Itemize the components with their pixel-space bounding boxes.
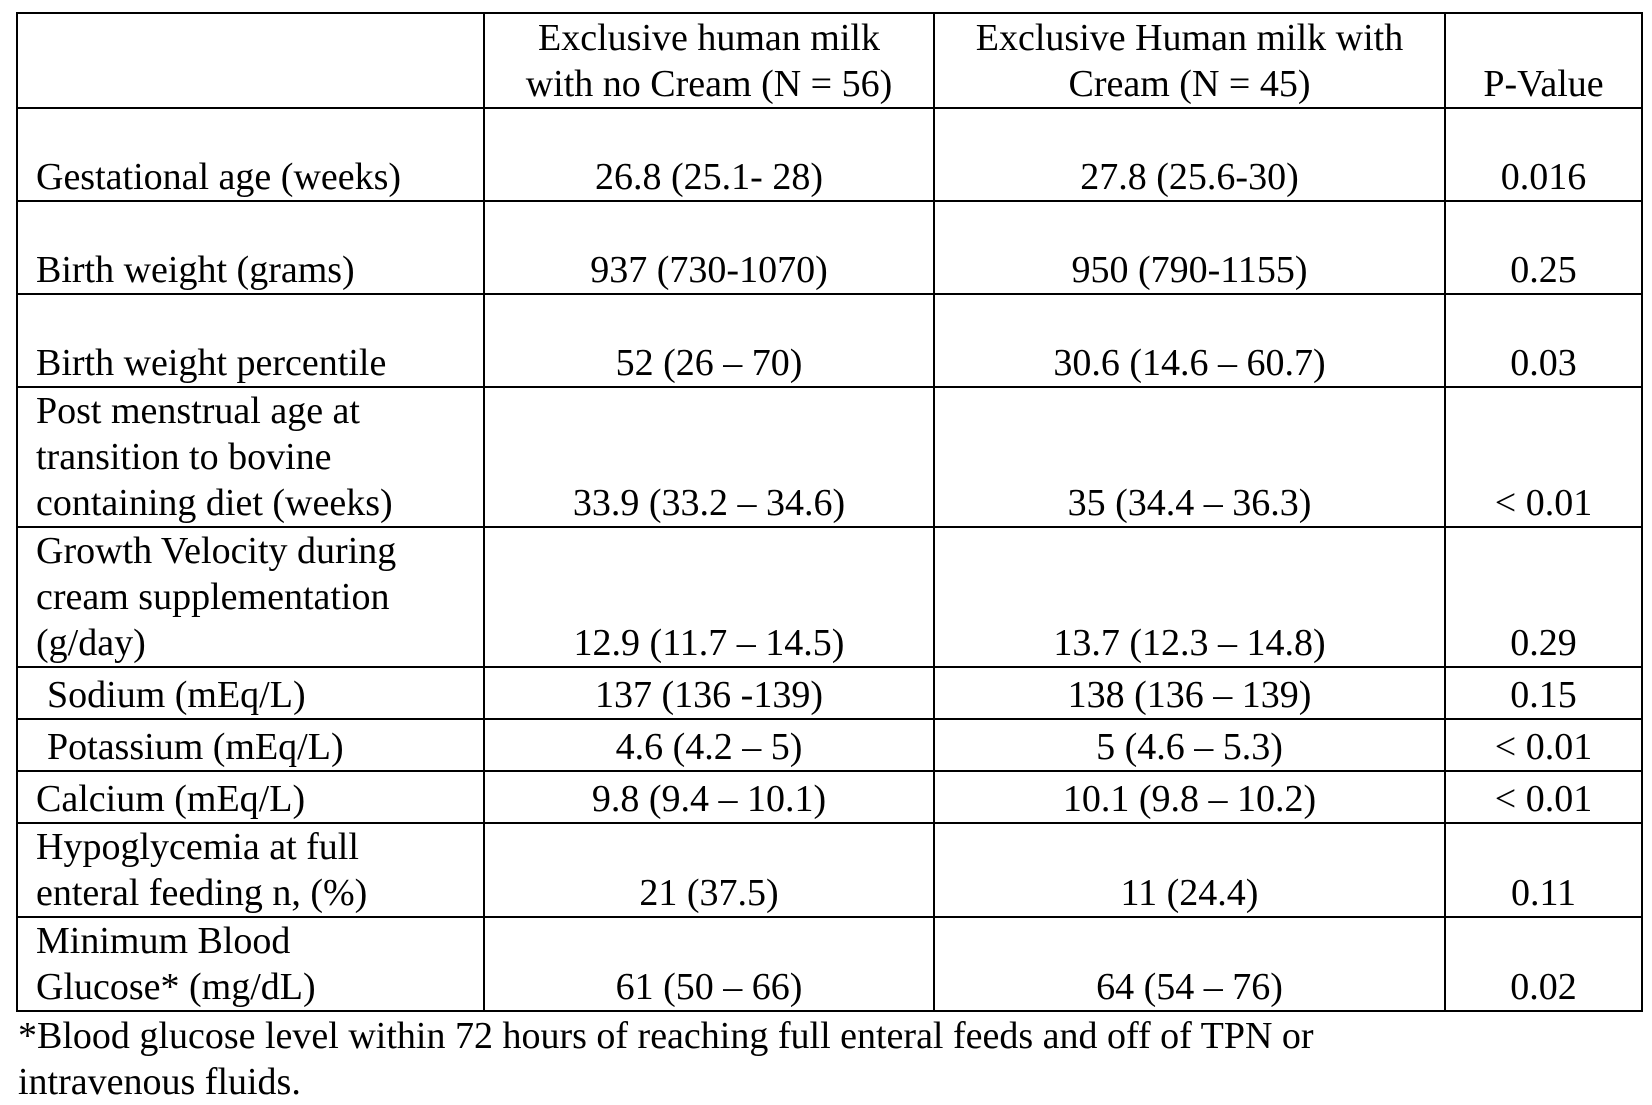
cell-group1: 9.8 (9.4 – 10.1)	[483, 770, 935, 824]
row-label: Potassium (mEq/L)	[16, 718, 485, 772]
header-group2-cell: Exclusive Human milk with Cream (N = 45)	[933, 12, 1446, 109]
cell-group1: 12.9 (11.7 – 14.5)	[483, 526, 935, 668]
header-group1-line: Exclusive human milk	[538, 17, 880, 59]
cell-pvalue: 0.02	[1444, 916, 1643, 1012]
cell-group1: 33.9 (33.2 – 34.6)	[483, 386, 935, 528]
row-label: Birth weight percentile	[16, 293, 485, 388]
row-label-line: containing diet (weeks)	[36, 482, 393, 524]
row-label-line: Minimum Blood	[36, 920, 291, 962]
results-table: Exclusive human milk with no Cream (N = …	[16, 12, 1643, 1012]
cell-group2: 27.8 (25.6-30)	[933, 107, 1446, 202]
cell-pvalue: 0.15	[1444, 666, 1643, 720]
header-label-cell	[16, 12, 485, 109]
row-label-line: Growth Velocity during	[36, 530, 397, 572]
cell-pvalue: 0.11	[1444, 822, 1643, 918]
table-row: Gestational age (weeks) 26.8 (25.1- 28) …	[16, 107, 1643, 202]
header-group1-line: with no Cream (N = 56)	[525, 63, 893, 105]
cell-group1: 52 (26 – 70)	[483, 293, 935, 388]
table-row: Minimum Blood Glucose* (mg/dL) 61 (50 – …	[16, 916, 1643, 1012]
row-label: Calcium (mEq/L)	[16, 770, 485, 824]
table-row: Growth Velocity during cream supplementa…	[16, 526, 1643, 668]
cell-group2: 5 (4.6 – 5.3)	[933, 718, 1446, 772]
cell-pvalue: 0.29	[1444, 526, 1643, 668]
row-label-line: transition to bovine	[36, 436, 332, 478]
cell-group2: 11 (24.4)	[933, 822, 1446, 918]
cell-group1: 937 (730-1070)	[483, 200, 935, 295]
row-label-line: (g/day)	[36, 622, 146, 664]
table-row: Potassium (mEq/L) 4.6 (4.2 – 5) 5 (4.6 –…	[16, 718, 1643, 772]
cell-group1: 137 (136 -139)	[483, 666, 935, 720]
row-label-line: Post menstrual age at	[36, 390, 360, 432]
footnote-line: intravenous fluids.	[18, 1061, 301, 1103]
cell-pvalue: 0.25	[1444, 200, 1643, 295]
row-label-line: enteral feeding n, (%)	[36, 872, 368, 914]
row-label: Growth Velocity during cream supplementa…	[16, 526, 485, 668]
row-label-line: Glucose* (mg/dL)	[36, 966, 316, 1008]
table-row: Post menstrual age at transition to bovi…	[16, 386, 1643, 528]
cell-group1: 4.6 (4.2 – 5)	[483, 718, 935, 772]
cell-group1: 21 (37.5)	[483, 822, 935, 918]
cell-group2: 10.1 (9.8 – 10.2)	[933, 770, 1446, 824]
cell-group2: 30.6 (14.6 – 60.7)	[933, 293, 1446, 388]
row-label: Minimum Blood Glucose* (mg/dL)	[16, 916, 485, 1012]
cell-group1: 26.8 (25.1- 28)	[483, 107, 935, 202]
table-row: Sodium (mEq/L) 137 (136 -139) 138 (136 –…	[16, 666, 1643, 720]
cell-group2: 138 (136 – 139)	[933, 666, 1446, 720]
header-pvalue-cell: P-Value	[1444, 12, 1643, 109]
cell-group2: 13.7 (12.3 – 14.8)	[933, 526, 1446, 668]
table-header-row: Exclusive human milk with no Cream (N = …	[16, 12, 1643, 109]
header-group1-cell: Exclusive human milk with no Cream (N = …	[483, 12, 935, 109]
header-group2-line: Cream (N = 45)	[1068, 63, 1311, 105]
cell-pvalue: < 0.01	[1444, 718, 1643, 772]
cell-group1: 61 (50 – 66)	[483, 916, 935, 1012]
row-label: Birth weight (grams)	[16, 200, 485, 295]
cell-group2: 64 (54 – 76)	[933, 916, 1446, 1012]
footnote-line: *Blood glucose level within 72 hours of …	[18, 1015, 1314, 1057]
cell-pvalue: < 0.01	[1444, 770, 1643, 824]
header-group2-line: Exclusive Human milk with	[975, 17, 1404, 59]
cell-pvalue: 0.03	[1444, 293, 1643, 388]
table-row: Calcium (mEq/L) 9.8 (9.4 – 10.1) 10.1 (9…	[16, 770, 1643, 824]
table-row: Birth weight percentile 52 (26 – 70) 30.…	[16, 293, 1643, 388]
row-label: Gestational age (weeks)	[16, 107, 485, 202]
cell-group2: 35 (34.4 – 36.3)	[933, 386, 1446, 528]
row-label: Hypoglycemia at full enteral feeding n, …	[16, 822, 485, 918]
table-footnote: *Blood glucose level within 72 hours of …	[18, 1013, 1638, 1105]
cell-group2: 950 (790-1155)	[933, 200, 1446, 295]
header-pvalue-label: P-Value	[1483, 63, 1604, 105]
cell-pvalue: 0.016	[1444, 107, 1643, 202]
row-label: Sodium (mEq/L)	[16, 666, 485, 720]
table-row: Birth weight (grams) 937 (730-1070) 950 …	[16, 200, 1643, 295]
row-label: Post menstrual age at transition to bovi…	[16, 386, 485, 528]
cell-pvalue: < 0.01	[1444, 386, 1643, 528]
row-label-line: Hypoglycemia at full	[36, 826, 359, 868]
table-row: Hypoglycemia at full enteral feeding n, …	[16, 822, 1643, 918]
row-label-line: cream supplementation	[36, 576, 390, 618]
